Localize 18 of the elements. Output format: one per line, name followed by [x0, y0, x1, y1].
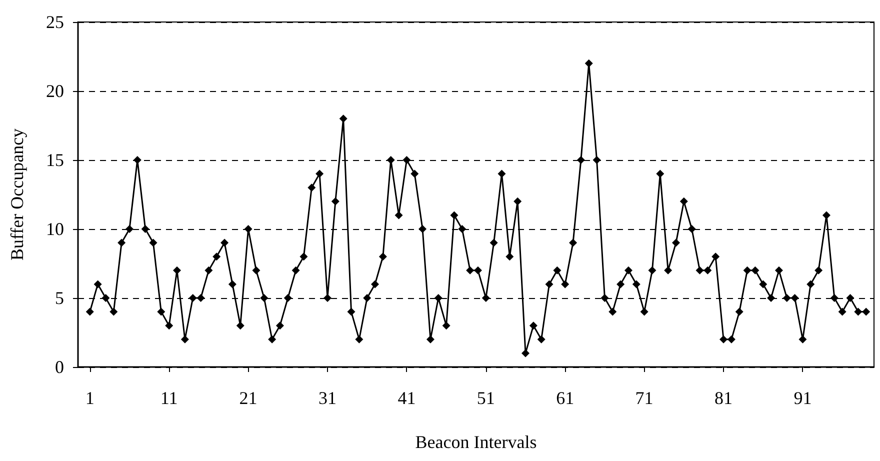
y-tick-label: 20: [46, 81, 64, 101]
y-axis-title: Buffer Occupancy: [7, 128, 27, 261]
x-tick-label: 21: [239, 388, 258, 408]
y-tick-label: 5: [55, 288, 64, 308]
y-tick-label: 15: [46, 150, 64, 170]
y-tick-label: 10: [46, 219, 64, 239]
x-tick-label: 71: [635, 388, 654, 408]
x-axis-title: Beacon Intervals: [415, 432, 537, 452]
x-tick-label: 41: [398, 388, 416, 408]
x-tick-label: 31: [318, 388, 336, 408]
x-tick-label: 1: [85, 388, 94, 408]
x-tick-label: 91: [794, 388, 812, 408]
x-tick-label: 61: [556, 388, 574, 408]
x-tick-label: 51: [476, 388, 495, 408]
y-tick-label: 25: [46, 12, 64, 32]
x-tick-label: 11: [160, 388, 178, 408]
y-tick-label: 0: [55, 357, 64, 377]
x-tick-label: 81: [714, 388, 733, 408]
